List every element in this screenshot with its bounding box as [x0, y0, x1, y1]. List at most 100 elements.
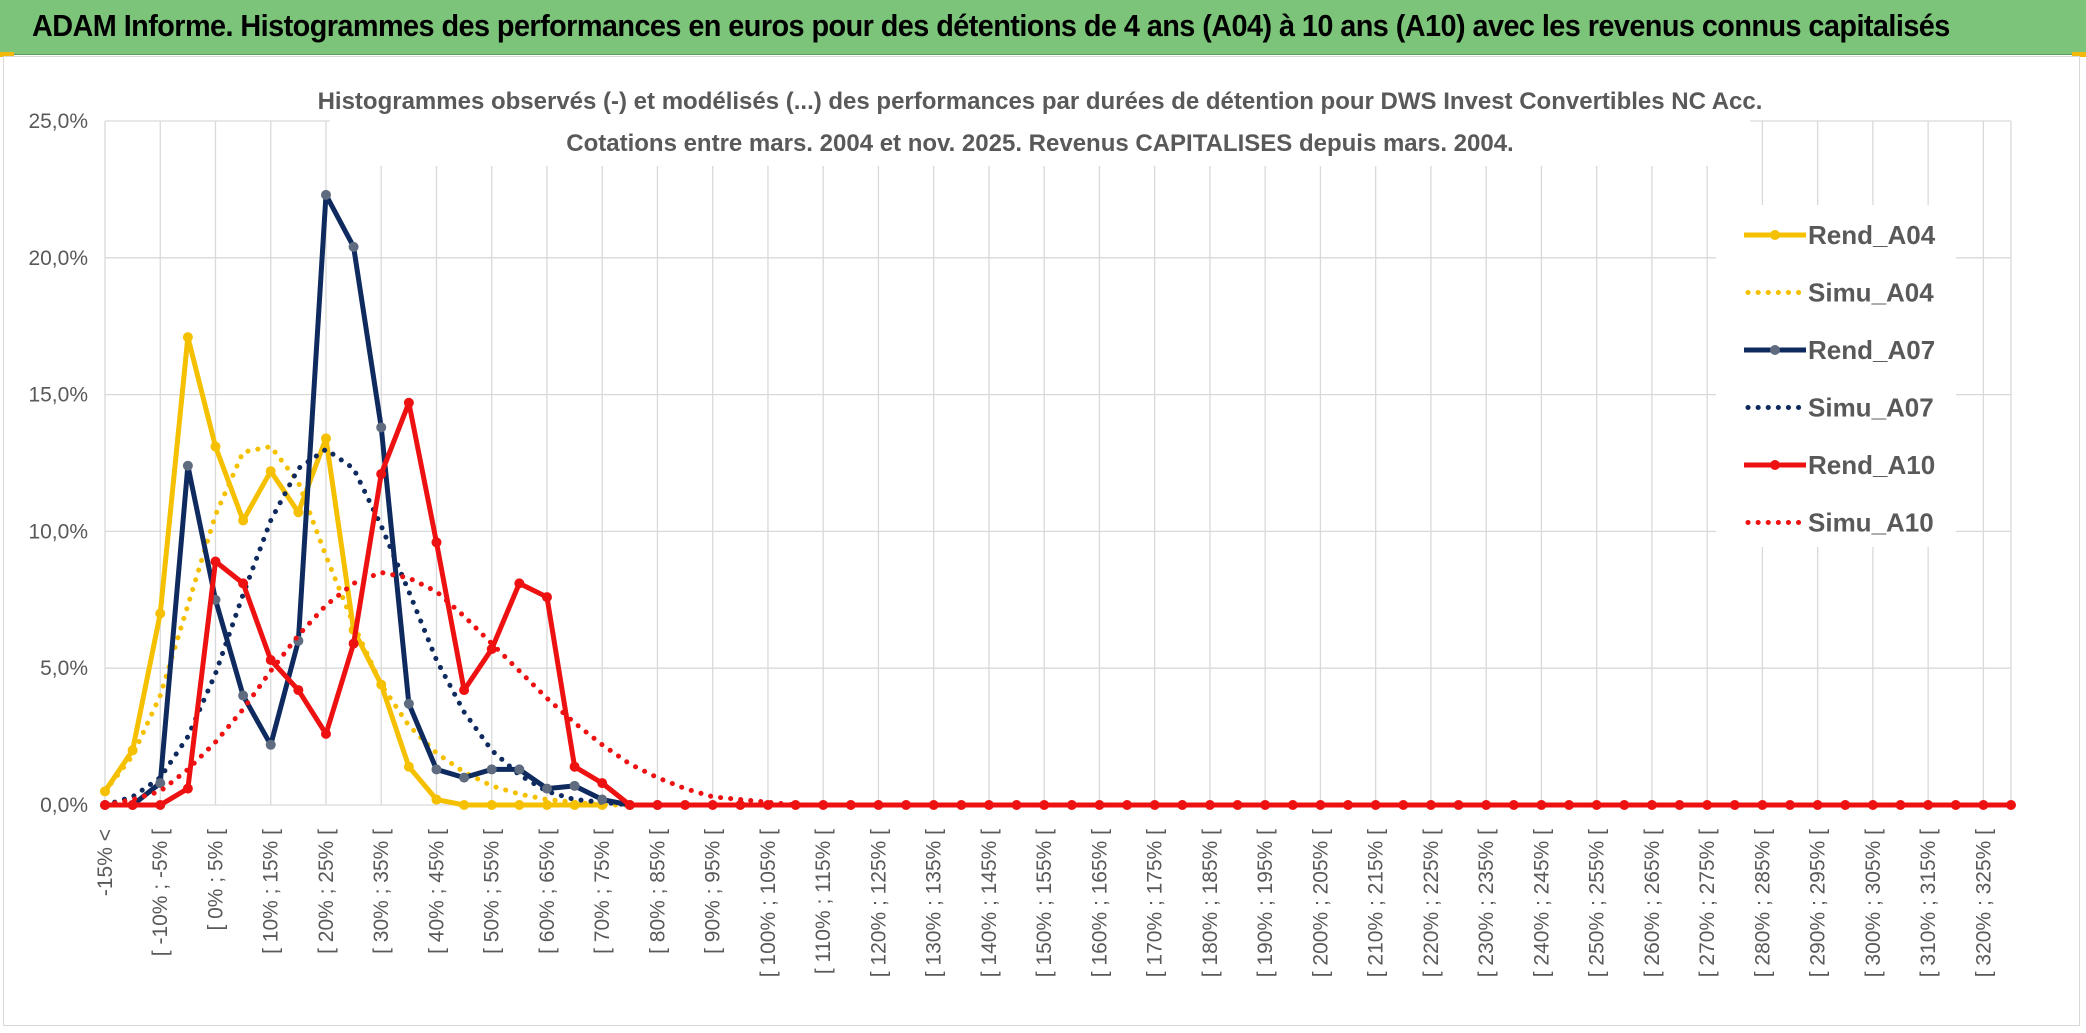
data-point-rend-a04	[210, 441, 221, 452]
data-point-rend-a04	[431, 794, 442, 805]
legend-label-rend-a07: Rend_A07	[1808, 335, 1935, 365]
data-point-rend-a07	[459, 772, 470, 783]
data-point-rend-a10	[100, 800, 110, 810]
chart-subtitle: Cotations entre mars. 2004 et nov. 2025.…	[566, 130, 1513, 157]
x-tick-label: [ 30% ; 35% [	[370, 829, 393, 954]
data-point-rend-a10	[901, 800, 912, 810]
data-point-rend-a10	[1425, 800, 1436, 810]
data-point-rend-a10	[1646, 800, 1657, 810]
data-point-rend-a10	[1591, 800, 1602, 810]
x-tick-label: [ 150% ; 155% [	[1033, 829, 1056, 977]
data-point-rend-a10	[1812, 800, 1823, 810]
y-tick-label: 15,0%	[28, 384, 88, 407]
data-point-rend-a10	[1619, 800, 1630, 810]
data-point-rend-a04	[403, 761, 414, 772]
x-tick-label: [ 300% ; 305% [	[1862, 829, 1885, 977]
data-point-rend-a10	[873, 800, 884, 810]
legend-label-simu-a10: Simu_A10	[1808, 508, 1934, 538]
legend-label-rend-a04: Rend_A04	[1808, 220, 1936, 250]
x-tick-label: -15% <	[94, 829, 117, 896]
data-point-rend-a10	[265, 654, 276, 665]
data-point-rend-a10	[1674, 800, 1685, 810]
x-tick-label: [ 320% ; 325% [	[1972, 829, 1995, 977]
data-point-rend-a10	[707, 800, 718, 810]
chart-titles: Histogrammes observés (-) et modélisés (…	[318, 78, 1762, 166]
legend-label-rend-a10: Rend_A10	[1808, 450, 1935, 480]
x-tick-label: [ 210% ; 215% [	[1365, 829, 1388, 977]
data-point-rend-a10	[1066, 800, 1077, 810]
data-point-rend-a04	[320, 433, 331, 444]
x-tick-label: [ 140% ; 145% [	[978, 829, 1001, 977]
data-point-rend-a10	[320, 728, 331, 739]
data-point-rend-a10	[1343, 800, 1354, 810]
data-point-rend-a04	[376, 679, 387, 690]
data-point-rend-a10	[1177, 800, 1188, 810]
data-point-rend-a10	[2006, 800, 2016, 810]
y-tick-label: 20,0%	[28, 247, 88, 270]
data-point-rend-a07	[320, 189, 331, 200]
data-point-rend-a04	[127, 745, 138, 756]
legend-marker-rend-a07	[1770, 345, 1780, 355]
data-point-rend-a10	[1287, 800, 1298, 810]
x-tick-label: [ 290% ; 295% [	[1807, 829, 1830, 977]
data-point-rend-a04	[486, 800, 497, 810]
x-tick-label: [ 260% ; 265% [	[1641, 829, 1664, 977]
data-point-rend-a10	[1453, 800, 1464, 810]
data-point-rend-a10	[1094, 800, 1105, 810]
legend-marker-rend-a04	[1770, 230, 1780, 240]
data-point-rend-a10	[210, 556, 221, 567]
data-point-rend-a10	[1398, 800, 1409, 810]
data-point-rend-a10	[1702, 800, 1713, 810]
data-point-rend-a10	[1122, 800, 1133, 810]
data-point-rend-a10	[155, 800, 166, 810]
data-point-rend-a07	[514, 764, 525, 775]
data-point-rend-a10	[1260, 800, 1271, 810]
legend-marker-rend-a10	[1770, 460, 1780, 470]
legend-label-simu-a04: Simu_A04	[1808, 278, 1934, 308]
corner-accent-left	[0, 52, 14, 57]
series-line-simu-a07	[102, 446, 660, 808]
data-point-rend-a10	[1564, 800, 1575, 810]
data-point-rend-a10	[1149, 800, 1160, 810]
data-point-rend-a10	[348, 638, 359, 649]
data-point-rend-a07	[541, 783, 552, 794]
title-banner: ADAM Informe. Histogrammes des performan…	[0, 0, 2086, 55]
data-point-rend-a10	[1978, 800, 1989, 810]
x-axis: -15% < [ -10% ; -5% [[ 0% ; 5% [[ 10% ; 1…	[94, 829, 1995, 977]
data-point-rend-a10	[652, 800, 663, 810]
data-point-rend-a07	[486, 764, 497, 775]
data-point-rend-a10	[680, 800, 691, 810]
x-tick-label: [ 60% ; 65% [	[536, 829, 559, 954]
data-point-rend-a10	[1729, 800, 1740, 810]
series-line-rend-a10	[102, 400, 2014, 808]
x-tick-label: [ 120% ; 125% [	[867, 829, 890, 977]
chart-frame	[3, 56, 2080, 1026]
data-point-rend-a04	[182, 332, 193, 343]
data-point-rend-a10	[293, 685, 304, 696]
y-tick-label: 10,0%	[28, 520, 88, 543]
data-point-rend-a04	[265, 466, 276, 477]
legend-label-simu-a07: Simu_A07	[1808, 393, 1934, 423]
data-point-rend-a10	[1867, 800, 1878, 810]
y-axis: 0,0% 5,0% 10,0% 15,0% 20,0% 25,0%	[28, 110, 88, 817]
data-point-rend-a10	[1481, 800, 1492, 810]
x-tick-label: [ 110% ; 115% [	[812, 829, 835, 974]
x-tick-label: [ 240% ; 245% [	[1530, 829, 1553, 977]
data-point-rend-a10	[956, 800, 967, 810]
data-point-rend-a10	[1204, 800, 1215, 810]
x-tick-label: [ 0% ; 5% [	[204, 829, 227, 931]
x-tick-label: [ 220% ; 225% [	[1420, 829, 1443, 977]
data-point-rend-a07	[155, 778, 166, 789]
y-tick-label: 0,0%	[40, 794, 88, 817]
data-point-rend-a10	[182, 783, 193, 794]
data-point-rend-a10	[790, 800, 801, 810]
x-tick-label: [ 80% ; 85% [	[646, 829, 669, 954]
data-point-rend-a10	[1536, 800, 1547, 810]
legend-background	[1716, 205, 1956, 547]
x-tick-label: [ 280% ; 285% [	[1751, 829, 1774, 977]
data-point-rend-a10	[1840, 800, 1851, 810]
x-tick-label: [ 70% ; 75% [	[591, 829, 614, 954]
data-point-rend-a07	[265, 739, 276, 750]
x-tick-label: [ 130% ; 135% [	[923, 829, 946, 977]
x-tick-label: [ 10% ; 15% [	[260, 829, 283, 954]
